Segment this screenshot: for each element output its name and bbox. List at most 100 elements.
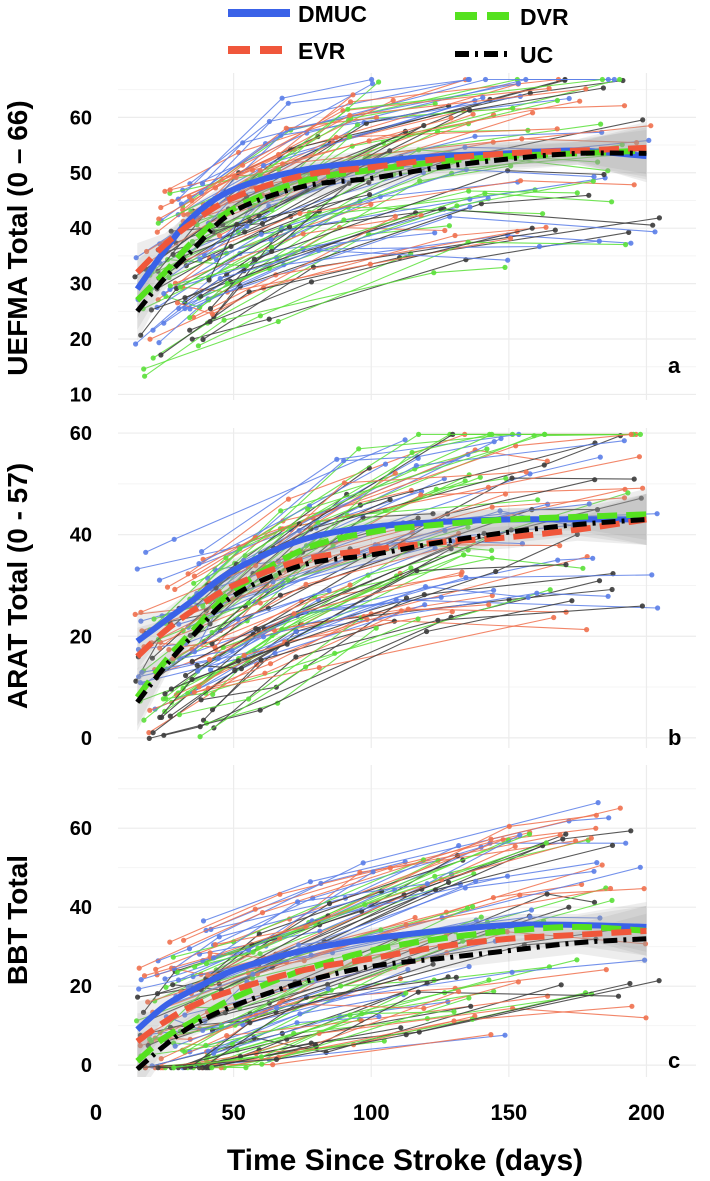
individual-point bbox=[606, 815, 612, 821]
individual-point bbox=[147, 336, 153, 342]
individual-point bbox=[359, 1011, 365, 1017]
individual-point bbox=[597, 454, 603, 460]
individual-point bbox=[491, 988, 497, 994]
individual-point bbox=[166, 647, 172, 653]
individual-trajectory bbox=[138, 870, 595, 990]
individual-point bbox=[373, 625, 379, 631]
individual-point bbox=[346, 180, 352, 186]
individual-point bbox=[185, 211, 191, 217]
individual-point bbox=[544, 458, 550, 464]
y-tick-label: 20 bbox=[70, 976, 92, 998]
individual-point bbox=[247, 1020, 253, 1026]
individual-point bbox=[303, 581, 309, 587]
individual-point bbox=[506, 823, 512, 830]
individual-trajectory bbox=[194, 839, 589, 968]
individual-point bbox=[466, 995, 472, 1001]
individual-point bbox=[623, 242, 629, 248]
individual-point bbox=[294, 1020, 300, 1026]
individual-point bbox=[155, 220, 161, 226]
individual-point bbox=[628, 240, 634, 246]
individual-point bbox=[417, 178, 423, 184]
individual-point bbox=[413, 463, 419, 469]
legend-item-uc: UC bbox=[455, 42, 553, 68]
individual-point bbox=[308, 279, 315, 285]
y-tick-label: 40 bbox=[70, 525, 92, 547]
individual-point bbox=[196, 561, 202, 567]
individual-point bbox=[268, 236, 274, 243]
individual-point bbox=[631, 182, 637, 188]
individual-point bbox=[163, 696, 169, 702]
individual-point bbox=[597, 915, 603, 921]
panel-arat-letter: b bbox=[668, 725, 681, 750]
individual-point bbox=[376, 1013, 382, 1020]
mean-curve-dvr bbox=[135, 923, 647, 1064]
individual-point bbox=[316, 665, 322, 671]
individual-point bbox=[195, 343, 201, 349]
individual-point bbox=[268, 244, 275, 250]
individual-point bbox=[296, 942, 302, 948]
individual-point bbox=[259, 220, 265, 227]
individual-trajectory bbox=[165, 448, 488, 624]
individual-point bbox=[223, 555, 229, 561]
individual-trajectory bbox=[212, 125, 425, 233]
individual-point bbox=[391, 618, 397, 624]
individual-point bbox=[242, 553, 248, 559]
legend-item-dvr: DVR bbox=[455, 4, 569, 30]
x-tick-label: 0 bbox=[90, 1100, 102, 1125]
individual-point bbox=[296, 521, 302, 527]
individual-point bbox=[205, 972, 211, 978]
individual-point bbox=[527, 90, 533, 96]
individual-point bbox=[416, 147, 422, 153]
individual-point bbox=[592, 477, 598, 483]
individual-point bbox=[172, 586, 178, 593]
individual-trajectory bbox=[167, 433, 632, 588]
individual-point bbox=[141, 717, 147, 723]
individual-point bbox=[574, 531, 580, 538]
individual-trajectory bbox=[175, 866, 641, 997]
individual-point bbox=[257, 168, 263, 174]
mean-curve-dvr bbox=[134, 511, 647, 700]
individual-point bbox=[175, 977, 182, 983]
individual-point bbox=[158, 352, 164, 358]
panel-uefma: 10 20 30 40 50 60 UEFMA Total (0 – 66) a bbox=[2, 73, 696, 406]
individual-point bbox=[601, 171, 607, 178]
individual-point bbox=[629, 1003, 635, 1009]
individual-point bbox=[293, 654, 299, 660]
individual-point bbox=[148, 307, 154, 313]
individual-point bbox=[640, 485, 646, 491]
individual-point bbox=[387, 148, 393, 154]
confidence-band-dvr bbox=[137, 488, 647, 726]
individual-point bbox=[607, 885, 614, 892]
individual-point bbox=[432, 230, 438, 236]
individual-point bbox=[256, 931, 262, 937]
individual-point bbox=[541, 462, 547, 468]
individual-point bbox=[211, 955, 217, 961]
individual-point bbox=[649, 572, 655, 578]
individual-point bbox=[489, 555, 495, 561]
individual-point bbox=[370, 869, 376, 875]
individual-point bbox=[276, 151, 282, 158]
individual-point bbox=[303, 924, 309, 930]
individual-point bbox=[525, 594, 531, 601]
x-tick-label: 50 bbox=[221, 1100, 245, 1125]
individual-point bbox=[241, 652, 247, 659]
individual-point bbox=[563, 609, 569, 615]
individual-point bbox=[636, 454, 643, 460]
individual-point bbox=[136, 674, 142, 680]
individual-trajectory bbox=[198, 604, 489, 688]
individual-point bbox=[315, 247, 322, 253]
individual-point bbox=[489, 547, 495, 554]
individual-trajectory bbox=[187, 543, 492, 694]
individual-point bbox=[402, 437, 408, 443]
individual-trajectory bbox=[158, 78, 603, 224]
individual-point bbox=[448, 115, 454, 121]
individual-point bbox=[563, 831, 569, 837]
individual-point bbox=[187, 306, 193, 312]
individual-trajectory bbox=[197, 574, 652, 672]
individual-point bbox=[310, 264, 317, 270]
panel-uefma-letter: a bbox=[668, 353, 681, 378]
individual-point bbox=[151, 616, 157, 622]
individual-point bbox=[609, 897, 615, 904]
individual-point bbox=[509, 475, 515, 481]
individual-point bbox=[421, 1005, 427, 1012]
